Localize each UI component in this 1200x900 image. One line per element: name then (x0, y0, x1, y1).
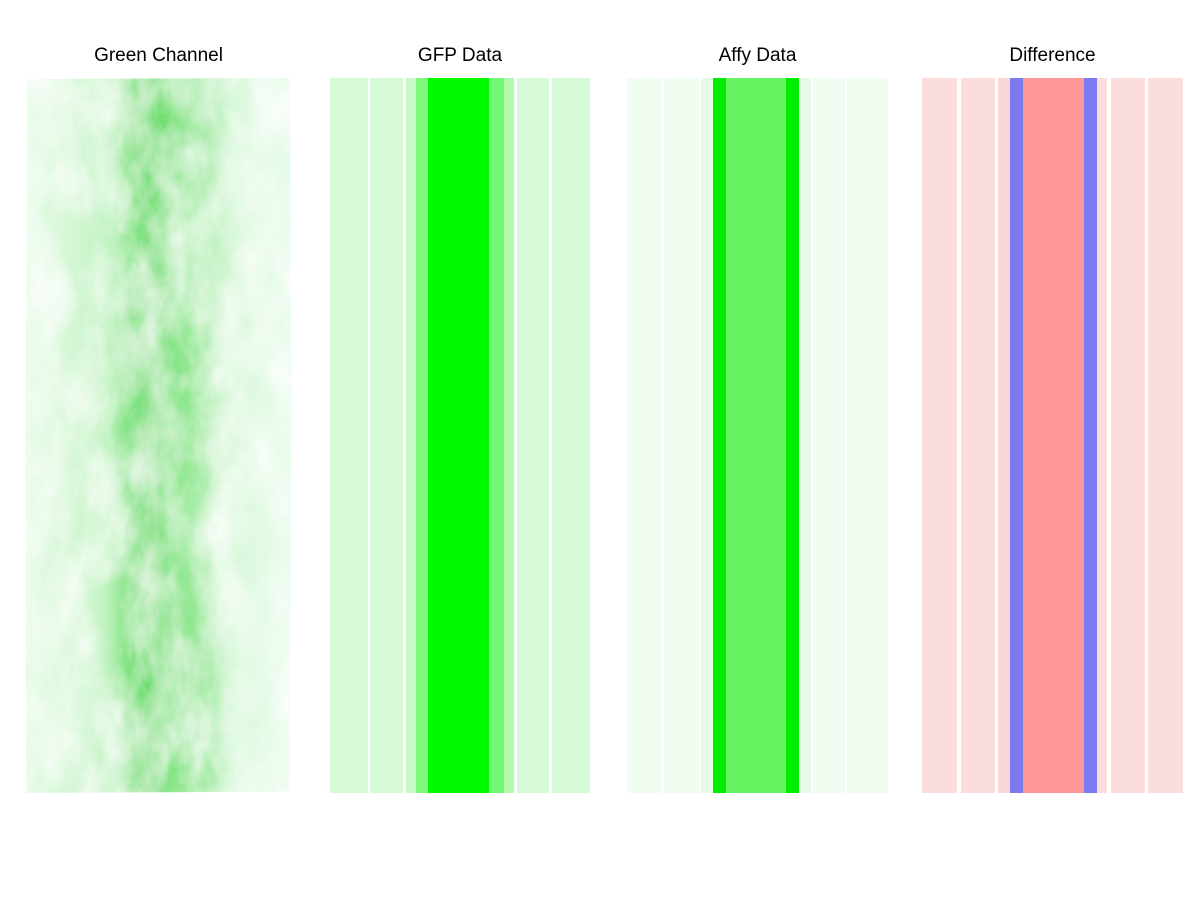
heatmap-stripe (995, 78, 998, 793)
scan-noise-art (25, 78, 292, 793)
heatmap-stripe (799, 78, 811, 793)
difference-title: Difference (1009, 45, 1096, 66)
heatmap-stripe (514, 78, 517, 793)
heatmap-stripe (1107, 78, 1111, 793)
heatmap-stripe (552, 78, 590, 793)
heatmap-stripe (664, 78, 699, 793)
affy-heatmap-image (627, 78, 888, 793)
heatmap-stripe (1148, 78, 1183, 793)
heatmap-stripe (957, 78, 961, 793)
affy-data-title: Affy Data (718, 45, 797, 66)
difference-heatmap-image (922, 78, 1183, 793)
heatmap-stripe (786, 78, 799, 793)
heatmap-stripe (368, 78, 370, 793)
heatmap-stripe (701, 78, 713, 793)
heatmap-stripe (699, 78, 701, 793)
heatmap-stripe (403, 78, 406, 793)
heatmap-stripe (1084, 78, 1097, 793)
heatmap-stripe (1023, 78, 1084, 793)
green-channel-title: Green Channel (94, 45, 223, 66)
panel-gfp-data: GFP Data (330, 0, 590, 900)
heatmap-stripe (1111, 78, 1145, 793)
heatmap-stripe (813, 78, 845, 793)
heatmap-stripe (922, 78, 957, 793)
panel-difference: Difference (922, 0, 1183, 900)
panel-green-channel: Green Channel (25, 0, 292, 900)
heatmap-stripe (406, 78, 416, 793)
heatmap-stripe (416, 78, 428, 793)
panel-affy-data: Affy Data (627, 0, 888, 900)
heatmap-stripe (726, 78, 786, 793)
heatmap-stripe (811, 78, 813, 793)
heatmap-stripe (1097, 78, 1107, 793)
heatmap-stripe (998, 78, 1010, 793)
heatmap-stripe (1010, 78, 1023, 793)
heatmap-stripe (330, 78, 368, 793)
gfp-heatmap-image (330, 78, 590, 793)
heatmap-stripe (713, 78, 726, 793)
heatmap-stripe (845, 78, 847, 793)
gfp-data-title: GFP Data (417, 45, 503, 66)
green-channel-image (25, 78, 292, 793)
heatmap-stripe (517, 78, 549, 793)
heatmap-stripe (489, 78, 504, 793)
heatmap-stripe (370, 78, 403, 793)
heatmap-stripe (428, 78, 489, 793)
heatmap-stripe (549, 78, 552, 793)
heatmap-stripe (504, 78, 514, 793)
heatmap-stripe (961, 78, 995, 793)
heatmap-stripe (627, 78, 662, 793)
heatmap-stripe (662, 78, 664, 793)
heatmap-stripe (847, 78, 888, 793)
heatmap-stripe (1145, 78, 1148, 793)
